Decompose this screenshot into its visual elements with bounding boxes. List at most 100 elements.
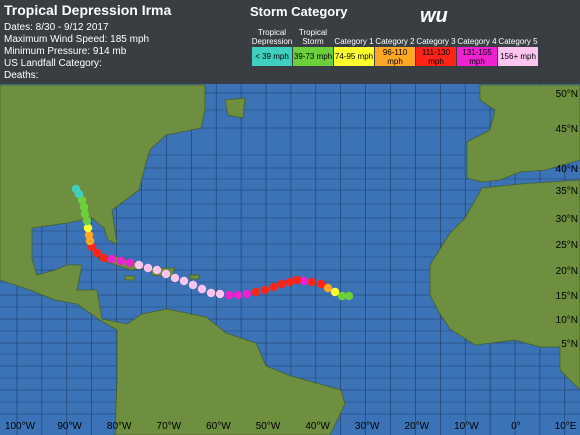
legend-item: Tropical Depression < 39 mph xyxy=(252,26,292,66)
header-band xyxy=(0,0,580,84)
track-point xyxy=(337,291,347,301)
longitude-label: 10°E xyxy=(555,421,577,432)
track-point xyxy=(224,290,234,300)
track-point xyxy=(330,287,340,297)
legend-range: 74-95 mph xyxy=(334,47,374,66)
legend-range: 96-110 mph xyxy=(375,47,415,66)
longitude-label: 70°W xyxy=(157,421,182,432)
track-point xyxy=(260,285,270,295)
track-point xyxy=(299,276,309,286)
track-point xyxy=(269,282,279,292)
longitude-label: 20°W xyxy=(405,421,430,432)
track-point xyxy=(152,265,162,275)
legend-range: 111-130 mph xyxy=(416,47,456,66)
legend-name: Category 5 xyxy=(498,37,538,46)
puerto-rico xyxy=(189,274,201,280)
track-point xyxy=(307,277,317,287)
detail: Maximum Wind Speed: 185 mph xyxy=(4,34,149,45)
track-point xyxy=(251,287,261,297)
latitude-label: 45°N xyxy=(556,124,578,135)
track-point xyxy=(82,216,92,226)
latitude-label: 40°N xyxy=(556,164,578,175)
track-point xyxy=(215,289,225,299)
legend-name: Tropical Storm xyxy=(298,28,328,46)
track-point xyxy=(71,184,81,194)
track-point xyxy=(233,290,243,300)
longitude-label: 50°W xyxy=(256,421,281,432)
legend-name: Category 3 xyxy=(416,37,456,46)
legend-name: Tropical Depression xyxy=(251,28,293,46)
longitude-label: 60°W xyxy=(206,421,231,432)
track-point xyxy=(188,280,198,290)
latitude-labels: 50°N 45°N 40°N 35°N 30°N 25°N 20°N 15°N 10°N 5°N xyxy=(556,89,578,350)
longitude-label: 90°W xyxy=(57,421,82,432)
track-point xyxy=(206,288,216,298)
track-point xyxy=(116,256,126,266)
latitude-label: 35°N xyxy=(556,186,578,197)
storm-title: Tropical Depression Irma xyxy=(4,2,171,18)
legend-range: 131-155 mph xyxy=(457,47,497,66)
latitude-label: 20°N xyxy=(556,266,578,277)
latitude-label: 30°N xyxy=(556,214,578,225)
track-point xyxy=(99,253,109,263)
storm-track xyxy=(71,184,354,301)
detail: Minimum Pressure: 914 mb xyxy=(4,46,127,57)
legend-range: 156+ mph xyxy=(498,47,538,66)
track-point xyxy=(197,284,207,294)
track-point xyxy=(161,269,171,279)
legend-name: Category 4 xyxy=(457,37,497,46)
latitude-label: 15°N xyxy=(556,291,578,302)
track-point xyxy=(143,263,153,273)
longitude-label: 0° xyxy=(511,421,521,432)
track-point xyxy=(292,275,302,285)
longitude-label: 100°W xyxy=(5,421,36,432)
land xyxy=(0,84,580,435)
latitude-label: 10°N xyxy=(556,315,578,326)
detail: Dates: 8/30 - 9/12 2017 xyxy=(4,22,109,33)
track-point xyxy=(285,277,295,287)
longitude-labels: 100°W 90°W 80°W 70°W 60°W 50°W 40°W 30°W 20°W 10°… xyxy=(5,421,577,432)
track-point xyxy=(242,289,252,299)
legend-item: Category 1 74-95 mph xyxy=(334,26,374,66)
track-point xyxy=(170,273,180,283)
longitude-label: 80°W xyxy=(107,421,132,432)
logo: wu xyxy=(420,5,448,27)
latitude-label: 25°N xyxy=(556,240,578,251)
track-point xyxy=(316,279,326,289)
track-point xyxy=(344,291,354,301)
latitude-label: 50°N xyxy=(556,89,578,100)
detail: Deaths: xyxy=(4,70,38,81)
detail: US Landfall Category: xyxy=(4,58,102,69)
legend-range: < 39 mph xyxy=(252,47,292,66)
legend-name: Category 2 xyxy=(375,37,415,46)
legend-item: Tropical Storm 39-73 mph xyxy=(293,26,333,66)
track-point xyxy=(179,276,189,286)
africa xyxy=(429,179,580,391)
track-point xyxy=(323,283,333,293)
newfoundland xyxy=(224,97,246,119)
legend-item: Category 4 131-155 mph xyxy=(457,26,497,66)
legend-range: 39-73 mph xyxy=(293,47,333,66)
track-point xyxy=(84,230,94,240)
legend-item: Category 5 156+ mph xyxy=(498,26,538,66)
jamaica xyxy=(124,275,136,281)
track-point xyxy=(92,248,102,258)
legend-name: Category 1 xyxy=(334,37,374,46)
track-point xyxy=(125,258,135,268)
track-point xyxy=(277,279,287,289)
longitude-label: 40°W xyxy=(305,421,330,432)
americas xyxy=(0,84,346,435)
track-point xyxy=(80,209,90,219)
track-point xyxy=(107,254,117,264)
track-point xyxy=(79,202,89,212)
legend-item: Category 2 96-110 mph xyxy=(375,26,415,66)
legend-title: Storm Category xyxy=(250,4,348,19)
legend-item: Category 3 111-130 mph xyxy=(416,26,456,66)
longitude-label: 10°W xyxy=(454,421,479,432)
track-point xyxy=(83,223,93,233)
latitude-label: 5°N xyxy=(561,339,578,350)
europe xyxy=(466,84,580,183)
